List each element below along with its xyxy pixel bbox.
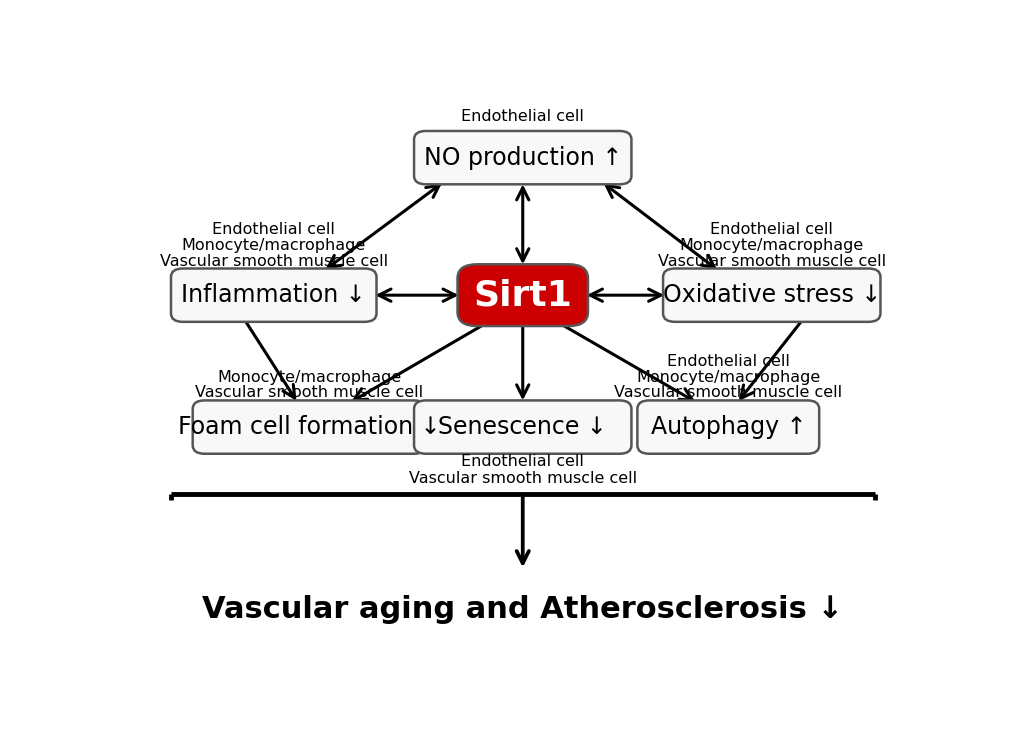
Text: Vascular smooth muscle cell: Vascular smooth muscle cell <box>613 386 842 400</box>
FancyBboxPatch shape <box>637 400 818 453</box>
FancyBboxPatch shape <box>458 265 587 326</box>
Text: Monocyte/macrophage: Monocyte/macrophage <box>181 238 366 253</box>
Text: Endothelial cell: Endothelial cell <box>461 453 584 469</box>
FancyBboxPatch shape <box>171 268 376 321</box>
Text: Endothelial cell: Endothelial cell <box>461 109 584 124</box>
Text: Autophagy ↑: Autophagy ↑ <box>650 415 805 439</box>
Text: NO production ↑: NO production ↑ <box>423 146 622 170</box>
Text: Sirt1: Sirt1 <box>473 278 572 312</box>
Text: Vascular smooth muscle cell: Vascular smooth muscle cell <box>160 254 387 268</box>
Text: Vascular smooth muscle cell: Vascular smooth muscle cell <box>195 386 423 400</box>
Text: Monocyte/macrophage: Monocyte/macrophage <box>217 370 401 385</box>
Text: Endothelial cell: Endothelial cell <box>212 222 335 237</box>
FancyBboxPatch shape <box>414 131 631 184</box>
Text: Vascular aging and Atherosclerosis ↓: Vascular aging and Atherosclerosis ↓ <box>202 595 843 624</box>
Text: Monocyte/macrophage: Monocyte/macrophage <box>636 370 819 385</box>
Text: Foam cell formation ↓: Foam cell formation ↓ <box>178 415 440 439</box>
Text: Monocyte/macrophage: Monocyte/macrophage <box>679 238 863 253</box>
Text: Endothelial cell: Endothelial cell <box>666 354 789 369</box>
Text: Vascular smooth muscle cell: Vascular smooth muscle cell <box>657 254 884 268</box>
Text: Senescence ↓: Senescence ↓ <box>438 415 606 439</box>
Text: Inflammation ↓: Inflammation ↓ <box>181 283 366 307</box>
FancyBboxPatch shape <box>662 268 879 321</box>
Text: Endothelial cell: Endothelial cell <box>709 222 833 237</box>
FancyBboxPatch shape <box>414 400 631 453</box>
Text: Vascular smooth muscle cell: Vascular smooth muscle cell <box>409 471 636 486</box>
Text: Oxidative stress ↓: Oxidative stress ↓ <box>662 283 880 307</box>
FancyBboxPatch shape <box>193 400 426 453</box>
